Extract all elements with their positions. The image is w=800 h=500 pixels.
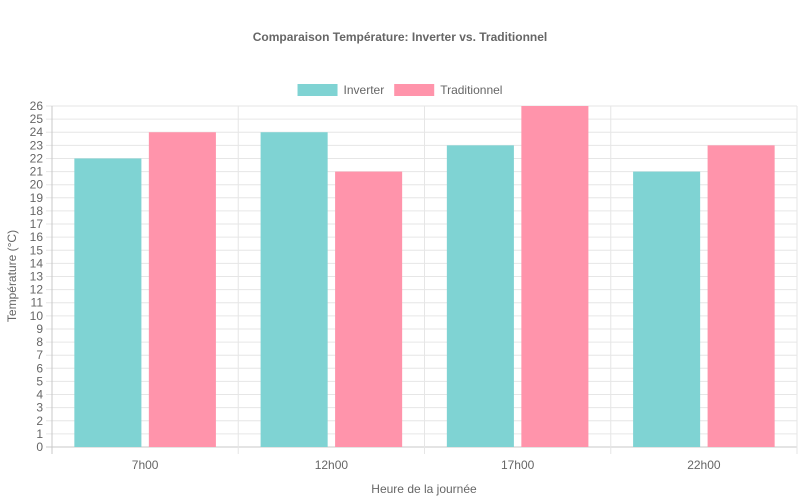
y-tick-label: 19 — [30, 191, 44, 205]
y-axis-label: Température (°C) — [5, 230, 19, 322]
bar-traditionnel-12h00 — [335, 171, 403, 448]
legend-swatch-inverter — [297, 84, 338, 96]
y-tick-label: 15 — [30, 243, 44, 257]
x-tick-label: 22h00 — [687, 458, 721, 472]
bar-traditionnel-7h00 — [148, 132, 216, 447]
y-tick-label: 26 — [30, 99, 44, 113]
chart-title: Comparaison Température: Inverter vs. Tr… — [253, 30, 548, 44]
y-tick-label: 2 — [36, 414, 43, 428]
bar-traditionnel-17h00 — [521, 106, 589, 447]
x-tick-label: 12h00 — [315, 458, 349, 472]
y-tick-label: 23 — [30, 138, 44, 152]
y-tick-label: 11 — [31, 296, 44, 310]
y-tick-label: 21 — [30, 165, 44, 179]
y-tick-label: 25 — [30, 112, 44, 126]
legend-label-inverter: Inverter — [344, 83, 385, 97]
y-tick-label: 10 — [30, 309, 44, 323]
y-tick-label: 6 — [36, 361, 43, 375]
y-tick-label: 18 — [30, 204, 44, 218]
x-tick-label: 17h00 — [501, 458, 535, 472]
x-tick-label: 7h00 — [132, 458, 159, 472]
y-tick-label: 9 — [36, 322, 43, 336]
y-tick-label: 22 — [30, 151, 44, 165]
y-tick-label: 3 — [36, 401, 43, 415]
bar-inverter-17h00 — [446, 145, 514, 447]
y-tick-label: 12 — [30, 283, 44, 297]
bar-traditionnel-22h00 — [707, 145, 775, 447]
bar-inverter-22h00 — [633, 171, 701, 448]
y-tick-label: 1 — [36, 427, 43, 441]
x-axis-ticks: 7h00 12h00 17h00 22h00 — [132, 458, 721, 472]
y-tick-label: 14 — [30, 256, 44, 270]
y-tick-label: 24 — [30, 125, 44, 139]
y-tick-label: 17 — [30, 217, 44, 231]
y-tick-label: 5 — [36, 374, 43, 388]
bar-inverter-7h00 — [74, 158, 142, 447]
legend: Inverter Traditionnel — [297, 83, 502, 97]
y-tick-label: 8 — [36, 335, 43, 349]
y-tick-label: 0 — [36, 440, 43, 454]
y-axis-ticks: 0123456789101112131415161718192021222324… — [30, 99, 44, 454]
y-tick-label: 20 — [30, 178, 44, 192]
x-axis-label: Heure de la journée — [371, 482, 477, 496]
bar-inverter-12h00 — [260, 132, 328, 447]
y-tick-label: 7 — [36, 348, 43, 362]
y-tick-label: 4 — [36, 388, 43, 402]
legend-label-traditionnel: Traditionnel — [440, 83, 502, 97]
y-tick-label: 16 — [30, 230, 44, 244]
y-tick-label: 13 — [30, 270, 44, 284]
legend-swatch-traditionnel — [394, 84, 435, 96]
bars — [74, 106, 775, 448]
